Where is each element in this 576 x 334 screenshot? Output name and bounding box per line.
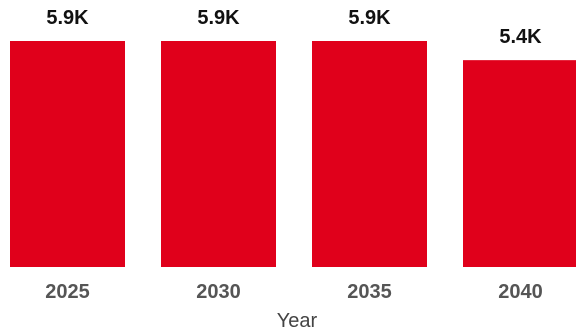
x-tick-label-2040: 2040 xyxy=(498,281,543,303)
x-axis-title: Year xyxy=(277,310,318,332)
bars-group xyxy=(10,41,576,267)
bar-2040 xyxy=(463,60,576,267)
value-label-2030: 5.9K xyxy=(197,7,240,29)
value-label-2035: 5.9K xyxy=(348,7,391,29)
x-tick-label-2025: 2025 xyxy=(45,281,90,303)
value-label-2040: 5.4K xyxy=(499,26,542,48)
bar-2030 xyxy=(161,41,276,267)
x-tick-label-2030: 2030 xyxy=(196,281,241,303)
x-tick-label-2035: 2035 xyxy=(347,281,392,303)
value-labels-group: 5.9K 5.9K 5.9K 5.4K xyxy=(46,7,542,48)
bar-2025 xyxy=(10,41,125,267)
x-tick-labels-group: 2025 2030 2035 2040 xyxy=(45,281,543,303)
bar-2035 xyxy=(312,41,427,267)
value-label-2025: 5.9K xyxy=(46,7,89,29)
